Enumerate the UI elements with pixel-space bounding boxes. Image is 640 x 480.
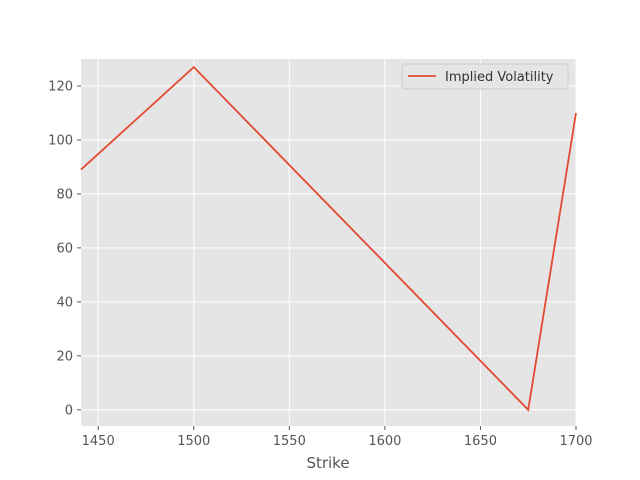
- y-tick-label: 60: [56, 241, 73, 256]
- y-tick-label: 120: [48, 79, 73, 94]
- x-tick-label: 1650: [464, 434, 497, 449]
- x-tick-label: 1550: [273, 434, 306, 449]
- y-axis-ticks: 0 20 40 60 80 100 120: [48, 79, 81, 418]
- x-tick-label: 1450: [82, 434, 115, 449]
- legend-label: Implied Volatility: [445, 70, 554, 85]
- x-tick-label: 1600: [368, 434, 401, 449]
- legend: Implied Volatility: [401, 63, 569, 90]
- x-tick-label: 1500: [177, 434, 210, 449]
- y-tick-label: 0: [65, 403, 73, 418]
- y-tick-label: 20: [56, 349, 73, 364]
- y-tick-label: 80: [56, 187, 73, 202]
- x-tick-label: 1700: [559, 434, 592, 449]
- y-tick-label: 100: [48, 133, 73, 148]
- y-tick-label: 40: [56, 295, 73, 310]
- x-axis-ticks: 1450 1500 1550 1600 1650 1700: [82, 426, 593, 449]
- legend-box: [401, 63, 569, 90]
- series-line-implied-volatility: [80, 65, 577, 412]
- series-layer: [80, 65, 577, 412]
- x-axis-label: Strike: [306, 454, 349, 472]
- plot-background: [81, 59, 576, 426]
